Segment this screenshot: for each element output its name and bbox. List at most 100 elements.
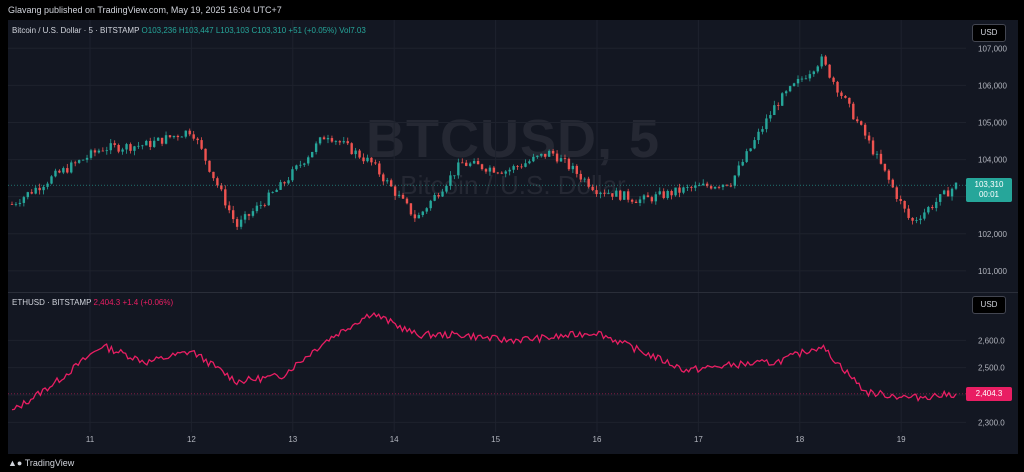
btc-candle-body — [224, 189, 227, 206]
btc-candle-body — [788, 86, 792, 92]
btc-candle-body — [650, 197, 654, 202]
btc-candle-body — [54, 170, 57, 177]
btc-candle-body — [188, 130, 191, 135]
btc-candle-body — [745, 151, 748, 162]
btc-candle-body — [89, 150, 93, 158]
chart-area[interactable]: BTCUSD, 5 Bitcoin / U.S. Dollar 107,000 1… — [8, 20, 1018, 454]
btc-candle-body — [733, 175, 737, 186]
btc-candle-body — [334, 141, 338, 142]
btc-candle-body — [611, 193, 614, 197]
btc-candle-body — [540, 153, 543, 156]
btc-candle-body — [480, 164, 484, 170]
btc-candle-body — [741, 161, 744, 166]
eth-last-price: 2,404.3 — [975, 388, 1003, 398]
footer-brand[interactable]: TradingView — [24, 458, 75, 468]
btc-candle-body — [192, 134, 195, 139]
btc-candle-body — [919, 218, 922, 221]
btc-candle-body — [911, 217, 914, 221]
eth-line-series — [8, 312, 966, 411]
btc-candle-body — [366, 157, 369, 162]
btc-candle-body — [180, 136, 184, 138]
btc-candle-body — [164, 135, 168, 144]
btc-price-axis: 107,000106,000105,000104,000103,000102,0… — [978, 44, 1007, 276]
btc-candle-body — [915, 220, 918, 221]
btc-candle-body — [942, 190, 946, 195]
btc-candle-body — [935, 201, 938, 209]
btc-candle-body — [856, 119, 859, 122]
btc-currency-button[interactable]: USD — [972, 24, 1006, 42]
btc-candle-body — [66, 168, 69, 173]
btc-candle-body — [228, 205, 231, 211]
btc-candle-body — [931, 207, 934, 209]
btc-candle-body — [784, 91, 788, 94]
x-tick-label: 19 — [897, 435, 906, 444]
btc-candle-body — [528, 161, 531, 164]
btc-candle-body — [607, 193, 610, 195]
btc-candle-body — [382, 174, 385, 182]
btc-candle-body — [595, 190, 598, 195]
btc-candle-body — [346, 141, 349, 144]
btc-legend[interactable]: Bitcoin / U.S. Dollar · 5 · BITSTAMP O10… — [12, 26, 366, 35]
btc-candle-body — [729, 185, 733, 187]
btc-candle-body — [504, 171, 507, 174]
btc-gridlines — [8, 47, 966, 272]
btc-candle-body — [457, 162, 460, 176]
btc-candle-body — [666, 190, 669, 198]
btc-legend-symbol: Bitcoin / U.S. Dollar · 5 · BITSTAMP — [12, 26, 140, 35]
btc-candle-body — [168, 135, 172, 138]
btc-candle-body — [200, 140, 203, 149]
btc-candle-body — [555, 153, 559, 162]
btc-candle-body — [927, 207, 930, 213]
tradingview-logo-icon[interactable]: ▲● — [8, 458, 23, 468]
btc-candle-body — [536, 155, 539, 157]
eth-currency-button[interactable]: USD — [972, 296, 1006, 314]
btc-candle-body — [70, 162, 73, 173]
x-tick-label: 17 — [694, 435, 703, 444]
btc-candle-body — [575, 165, 579, 174]
btc-candle-body — [212, 171, 215, 179]
btc-candle-body — [307, 157, 310, 164]
btc-candle-body — [674, 187, 677, 196]
btc-candle-body — [860, 121, 863, 125]
x-tick-label: 13 — [288, 435, 297, 444]
btc-candle-body — [38, 187, 41, 191]
btc-y-tick-label: 107,000 — [978, 44, 1007, 53]
btc-candle-body — [500, 172, 503, 174]
eth-line — [11, 312, 957, 411]
btc-candle-body — [231, 210, 235, 220]
btc-candle-body — [437, 195, 440, 197]
btc-candle-body — [160, 137, 164, 144]
btc-candle-body — [472, 161, 476, 164]
price-chart-svg[interactable]: 107,000106,000105,000104,000103,000102,0… — [8, 20, 1018, 454]
btc-candle-body — [773, 105, 776, 116]
btc-candle-body — [259, 205, 263, 206]
btc-candle-body — [863, 124, 867, 136]
btc-last-price: 103,310 — [974, 180, 1004, 190]
btc-candle-body — [468, 163, 472, 166]
btc-candle-body — [58, 170, 61, 173]
btc-candle-body — [638, 199, 642, 204]
btc-candle-body — [883, 163, 887, 171]
btc-candle-body — [678, 187, 681, 193]
btc-candle-body — [354, 150, 357, 155]
time-gridlines — [89, 20, 902, 432]
btc-candle-body — [871, 140, 875, 155]
btc-candle-body — [85, 157, 89, 160]
btc-candle-body — [844, 95, 847, 98]
btc-candle-body — [441, 191, 444, 197]
btc-candle-body — [330, 138, 334, 142]
btc-candle-body — [156, 137, 160, 141]
btc-candle-body — [461, 162, 464, 164]
btc-candle-body — [417, 215, 421, 219]
btc-candle-body — [725, 184, 729, 186]
eth-legend-value: 2,404.3 — [93, 298, 121, 307]
eth-legend[interactable]: ETHUSD · BITSTAMP 2,404.3 +1.4 (+0.06%) — [12, 298, 173, 307]
btc-candle-body — [370, 157, 373, 163]
x-tick-label: 14 — [390, 435, 399, 444]
btc-candle-body — [761, 129, 764, 132]
btc-candle-body — [81, 159, 85, 161]
btc-candle-body — [326, 138, 330, 140]
eth-price-axis: 2,600.02,500.02,400.02,300.0 — [978, 336, 1005, 427]
btc-candle-body — [117, 144, 120, 152]
pane-separator[interactable] — [8, 292, 1018, 293]
